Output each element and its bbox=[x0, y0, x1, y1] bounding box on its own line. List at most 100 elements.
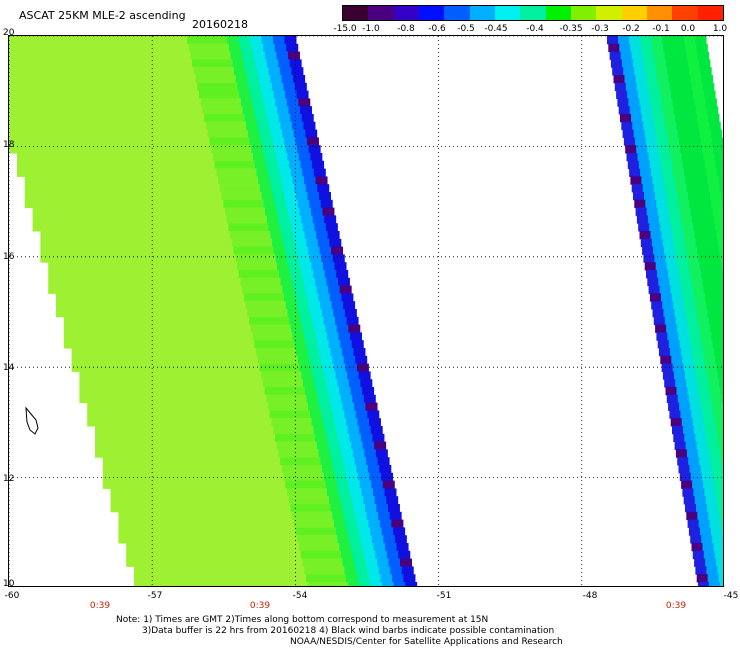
swath-cell-edge bbox=[271, 82, 284, 92]
swath-cell-right bbox=[644, 262, 657, 271]
swath-cell-right bbox=[695, 238, 708, 248]
swath-cell-edge bbox=[339, 543, 352, 552]
swath-cell-edge bbox=[351, 496, 364, 505]
swath-cell-edge bbox=[349, 488, 362, 497]
swath-cell-right bbox=[682, 90, 694, 99]
swath-cell-right bbox=[695, 566, 707, 575]
swath-cell-base bbox=[95, 449, 319, 458]
swath-cell-edge bbox=[336, 480, 349, 489]
swath-cell-right bbox=[694, 363, 707, 372]
swath-cell-right bbox=[642, 184, 655, 193]
swath-cell-right bbox=[676, 254, 688, 263]
swath-cell-base bbox=[102, 480, 326, 489]
swath-cell-edge bbox=[309, 355, 322, 365]
swath-cell-edge bbox=[298, 153, 311, 162]
swath-cell-right bbox=[678, 199, 690, 209]
swath-cell-edge bbox=[380, 574, 393, 583]
color-scale-segment bbox=[621, 6, 647, 20]
swath-cell-edge bbox=[314, 223, 327, 232]
swath-cell-right bbox=[656, 199, 668, 209]
swath-cell-edge bbox=[301, 215, 314, 224]
swath-cell-edge bbox=[270, 75, 283, 84]
swath-cell-edge bbox=[295, 192, 308, 201]
swath-cell-right bbox=[702, 277, 714, 287]
swath-cell-edge bbox=[359, 426, 372, 435]
swath-cell-edge bbox=[285, 246, 298, 255]
swath-cell-right bbox=[613, 75, 625, 84]
swath-cell-right bbox=[699, 129, 712, 138]
swath-cell-edge bbox=[346, 472, 359, 482]
swath-cell-edge bbox=[302, 168, 315, 177]
swath-cell-right bbox=[672, 231, 684, 240]
color-scale-segment bbox=[520, 6, 546, 20]
swath-cell-right bbox=[665, 59, 678, 68]
swath-cell-right bbox=[663, 43, 675, 53]
map-title: ASCAT 25KM MLE-2 ascending bbox=[19, 9, 186, 22]
swath-cell-edge bbox=[302, 324, 315, 333]
swath-cell-right bbox=[656, 332, 668, 341]
swath-cell-green bbox=[264, 387, 305, 396]
swath-cell-right bbox=[662, 371, 675, 380]
swath-cell-right bbox=[667, 332, 679, 341]
color-scale-segment bbox=[469, 6, 495, 20]
swath-cell-edge bbox=[297, 145, 310, 154]
swath-cell-right bbox=[634, 199, 646, 209]
swath-cell-right bbox=[690, 270, 702, 279]
swath-cell-edge bbox=[312, 316, 325, 326]
swath-cell-edge bbox=[358, 371, 371, 380]
swath-cell-right bbox=[641, 43, 653, 53]
swath-cell-right bbox=[647, 215, 660, 224]
swath-cell-right bbox=[668, 75, 680, 84]
swath-cell-right bbox=[633, 192, 645, 201]
swath-cell-green bbox=[274, 433, 315, 443]
swath-cell-edge bbox=[248, 82, 261, 92]
swath-cell-edge bbox=[332, 254, 345, 263]
swath-cell-right bbox=[710, 129, 723, 138]
swath-cell-right bbox=[649, 160, 662, 170]
swath-cell-edge bbox=[322, 418, 335, 427]
swath-cell-edge bbox=[316, 387, 329, 396]
swath-cell-edge bbox=[329, 449, 342, 458]
swath-cell-right bbox=[699, 324, 711, 333]
swath-cell-right bbox=[678, 137, 691, 146]
swath-cell-base bbox=[9, 51, 231, 60]
swath-cell-edge bbox=[325, 223, 338, 232]
swath-cell-right bbox=[710, 192, 722, 201]
swath-cell-right bbox=[618, 106, 631, 115]
swath-cell-edge bbox=[333, 465, 346, 474]
swath-cell-right bbox=[705, 231, 717, 240]
swath-cell-edge bbox=[239, 90, 252, 99]
swath-cell-edge bbox=[255, 59, 268, 68]
swath-cell-edge bbox=[381, 472, 394, 482]
swath-cell-edge bbox=[326, 277, 339, 287]
swath-cell-right bbox=[630, 43, 642, 53]
swath-cell-edge bbox=[294, 82, 307, 92]
swath-cell-edge bbox=[287, 207, 300, 216]
swath-cell-right bbox=[636, 145, 648, 154]
swath-cell-right bbox=[703, 153, 715, 162]
swath-cell-edge bbox=[259, 184, 272, 193]
swath-cell-edge bbox=[313, 324, 326, 333]
swath-cell-right bbox=[691, 215, 704, 224]
swath-cell-right bbox=[706, 168, 718, 177]
swath-cell-edge bbox=[327, 387, 340, 396]
swath-cell-right bbox=[653, 184, 666, 193]
swath-cell-right bbox=[617, 98, 629, 107]
swath-cell-right bbox=[683, 363, 696, 372]
swath-cell-edge bbox=[332, 355, 345, 365]
swath-cell-right bbox=[687, 387, 699, 396]
swath-cell-right bbox=[677, 394, 690, 404]
swath-cell-right bbox=[667, 137, 680, 146]
swath-cell-right bbox=[651, 36, 663, 45]
swath-cell-edge bbox=[368, 574, 381, 583]
swath-cell-edge bbox=[300, 106, 313, 115]
swath-cell-right bbox=[675, 51, 688, 60]
swath-cell-right bbox=[691, 410, 703, 419]
swath-cell-edge bbox=[272, 137, 285, 146]
swath-cell-right bbox=[658, 215, 671, 224]
swath-cell-right bbox=[708, 184, 721, 193]
swath-cell-right bbox=[691, 277, 703, 287]
swath-cell-edge bbox=[318, 449, 331, 458]
swath-cell-edge bbox=[364, 449, 377, 458]
lat-label-18: 18 bbox=[3, 140, 15, 150]
